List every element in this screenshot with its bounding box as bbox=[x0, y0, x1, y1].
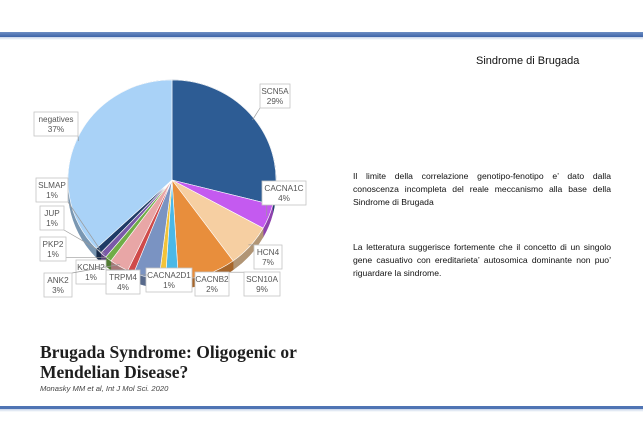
label-box-pkp2 bbox=[39, 236, 67, 262]
slice-value-trpm4: 4% bbox=[117, 283, 129, 292]
label-box-ank2 bbox=[43, 272, 73, 298]
label-box-kcnh2 bbox=[75, 259, 107, 285]
slice-name-negatives: negatives bbox=[38, 115, 73, 124]
label-box-hcn4 bbox=[253, 244, 283, 270]
slide-title: Sindrome di Brugada bbox=[476, 55, 580, 67]
label-box-scn10a bbox=[243, 271, 281, 297]
bottom-footer-bar bbox=[0, 406, 643, 409]
label-box-cacnb2 bbox=[194, 271, 230, 297]
slice-value-cacna2d1: 1% bbox=[163, 281, 175, 290]
slice-value-scn5a: 29% bbox=[267, 97, 283, 106]
label-box-cacna1c bbox=[261, 180, 307, 206]
slice-name-trpm4: TRPM4 bbox=[109, 273, 137, 282]
slice-name-cacna1c: CACNA1C bbox=[264, 184, 303, 193]
slice-name-scn5a: SCN5A bbox=[261, 87, 289, 96]
slice-value-cacnb2: 2% bbox=[206, 285, 218, 294]
bottom-footer-bar-shadow bbox=[0, 409, 643, 412]
pie-slice-negatives bbox=[67, 79, 173, 249]
paper-title-line1: Brugada Syndrome: Oligogenic or bbox=[40, 342, 297, 362]
pie-labels: SCN5A29%CACNA1C4%HCN47%SCN10A9%CACNB22%C… bbox=[33, 83, 307, 298]
slice-name-cacna2d1: CACNA2D1 bbox=[147, 271, 191, 280]
slice-value-ank2: 3% bbox=[52, 286, 64, 295]
leader-ank2 bbox=[71, 264, 121, 274]
paper-citation: Monasky MM et al, Int J Mol Sci. 2020 bbox=[40, 384, 169, 393]
top-header-bar-shadow bbox=[0, 37, 643, 40]
paragraph-oligogenic: La letteratura suggerisce fortemente che… bbox=[353, 242, 611, 278]
paper-title: Brugada Syndrome: Oligogenic or Mendelia… bbox=[40, 342, 297, 382]
slice-value-hcn4: 7% bbox=[262, 258, 274, 267]
slice-value-cacna1c: 4% bbox=[278, 194, 290, 203]
label-box-scn5a bbox=[259, 83, 291, 109]
slice-name-ank2: ANK2 bbox=[47, 276, 69, 285]
slice-name-slmap: SLMAP bbox=[38, 181, 66, 190]
leader-slmap bbox=[67, 201, 101, 250]
label-box-negatives bbox=[33, 111, 79, 137]
label-box-slmap bbox=[35, 177, 69, 203]
slice-name-hcn4: HCN4 bbox=[257, 248, 280, 257]
slice-name-kcnh2: KCNH2 bbox=[77, 263, 105, 272]
pie-slices bbox=[67, 79, 277, 281]
paper-title-line2: Mendelian Disease? bbox=[40, 362, 189, 382]
slice-value-kcnh2: 1% bbox=[85, 273, 97, 282]
paragraph-genotype-phenotype: Il limite della correlazione genotipo-fe… bbox=[353, 171, 611, 207]
leader-scn5a bbox=[252, 107, 261, 121]
slice-name-jup: JUP bbox=[44, 209, 60, 218]
leader-jup bbox=[63, 229, 105, 254]
top-header-bar bbox=[0, 32, 643, 37]
label-box-jup bbox=[39, 205, 65, 231]
slice-name-pkp2: PKP2 bbox=[43, 240, 64, 249]
slice-value-pkp2: 1% bbox=[47, 250, 59, 259]
slice-name-scn10a: SCN10A bbox=[246, 275, 278, 284]
slice-name-cacnb2: CACNB2 bbox=[195, 275, 229, 284]
label-box-cacna2d1 bbox=[145, 267, 193, 293]
slice-value-jup: 1% bbox=[46, 219, 58, 228]
slice-value-scn10a: 9% bbox=[256, 285, 268, 294]
slice-value-slmap: 1% bbox=[46, 191, 58, 200]
slice-value-negatives: 37% bbox=[48, 125, 64, 134]
